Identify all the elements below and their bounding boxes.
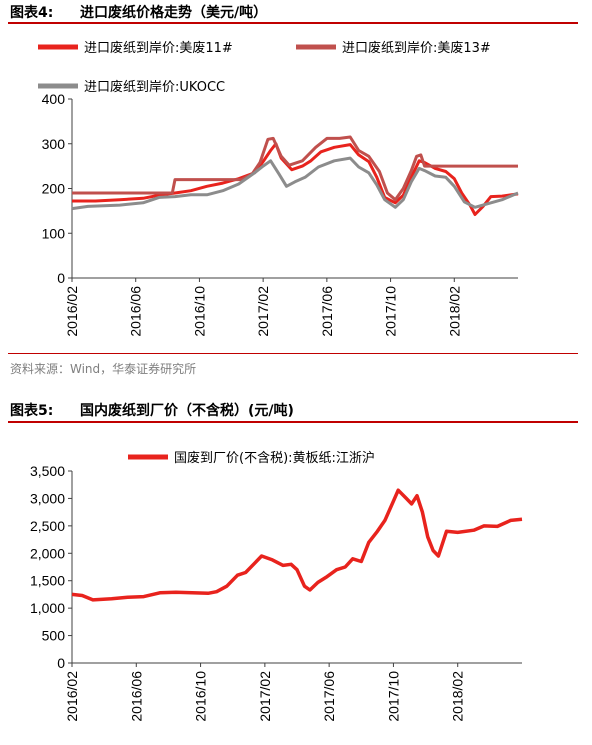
fig5-y-tick-label: 3,500 [30, 463, 65, 479]
fig4-x-tick-label: 2017/02 [255, 286, 271, 337]
fig4-series-line-1 [72, 142, 519, 216]
figure4-source: 资料来源：Wind，华泰证券研究所 [10, 362, 197, 376]
fig4-legend-label-2: 进口废纸到岸价:美废13# [342, 40, 491, 56]
fig5-y-tick-label: 500 [42, 628, 66, 644]
fig4-x-tick-label: 2016/06 [128, 286, 144, 337]
figure4-label: 图表4: [10, 5, 54, 21]
figure5-chart: 0 500 1,000 1,500 2,000 2,500 3,000 3,500 2016/0… [30, 450, 523, 722]
fig5-y-tick-label: 0 [57, 655, 65, 671]
fig4-series-line-3 [71, 156, 519, 211]
fig5-x-tick-label: 2017/02 [257, 671, 273, 722]
fig5-x-tick-label: 2016/02 [64, 671, 80, 722]
figure4-chart: 0 100 200 300 400 2016/02 2016/06 2016/10 2017/0… [38, 40, 519, 337]
fig5-series-line-1 [71, 488, 523, 602]
fig5-y-tick-label: 3,000 [30, 490, 65, 506]
figure5-title-text: 国内废纸到厂价（不含税）(元/吨) [80, 403, 294, 419]
figure5-title: 图表5: 国内废纸到厂价（不含税）(元/吨) [10, 400, 294, 420]
fig4-legend-label-3: 进口废纸到岸价:UKOCC [84, 79, 225, 95]
fig5-x-tick-label: 2017/10 [385, 671, 401, 722]
fig4-legend-label-1: 进口废纸到岸价:美废11# [84, 40, 233, 56]
fig5-legend-label-1: 国废到厂价(不含税):黄板纸:江浙沪 [174, 450, 375, 466]
fig5-x-tick-label: 2017/06 [321, 671, 337, 722]
figure4-top-rule [8, 22, 578, 24]
figure5-label: 图表5: [10, 403, 54, 419]
fig4-x-tick-label: 2016/10 [191, 286, 207, 337]
fig5-y-tick-label: 2,500 [30, 518, 65, 534]
fig5-x-tick-label: 2016/06 [128, 671, 144, 722]
fig4-x-tick-label: 2017/10 [383, 286, 399, 337]
fig4-y-tick-label: 0 [57, 270, 65, 286]
fig5-x-tick-label: 2016/10 [193, 671, 209, 722]
fig4-y-tick-label: 300 [42, 136, 66, 152]
figure4-bottom-rule [8, 353, 578, 354]
fig4-y-tick-label: 100 [42, 225, 66, 241]
fig5-y-tick-label: 1,500 [30, 573, 65, 589]
fig4-y-tick-label: 200 [42, 181, 66, 197]
fig5-y-tick-label: 1,000 [30, 600, 65, 616]
fig4-x-tick-label: 2016/02 [64, 286, 80, 337]
fig4-y-tick-label: 400 [42, 91, 66, 107]
fig5-y-tick-label: 2,000 [30, 545, 65, 561]
figure4-title-text: 进口废纸价格走势（美元/吨） [80, 5, 268, 21]
fig4-x-tick-label: 2017/06 [319, 286, 335, 337]
figure5-top-rule [8, 421, 578, 423]
fig4-x-tick-label: 2018/02 [446, 286, 462, 337]
figure4-title: 图表4: 进口废纸价格走势（美元/吨） [10, 2, 267, 22]
fig5-x-tick-label: 2018/02 [450, 671, 466, 722]
